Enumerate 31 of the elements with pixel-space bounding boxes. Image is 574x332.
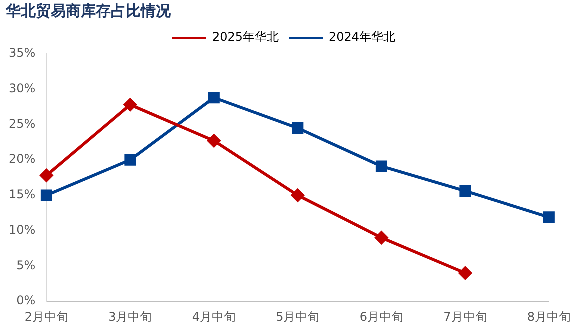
x-tick-label: 7月中旬 xyxy=(444,310,488,324)
point xyxy=(124,98,137,112)
x-tick-label: 8月中旬 xyxy=(527,310,572,324)
point xyxy=(292,122,304,134)
y-tick-label: 35% xyxy=(9,46,36,60)
y-tick-label: 30% xyxy=(9,81,36,96)
x-tick-label: 6月中旬 xyxy=(360,310,404,324)
point xyxy=(375,231,388,244)
point xyxy=(291,188,304,202)
legend-label: 2024年华北 xyxy=(329,30,396,44)
point xyxy=(124,154,136,166)
y-tick-label: 15% xyxy=(9,188,36,202)
y-tick-label: 20% xyxy=(9,152,36,166)
x-tick-label: 2月中旬 xyxy=(24,310,68,324)
point xyxy=(460,186,472,197)
point xyxy=(40,169,54,182)
y-tick-label: 10% xyxy=(9,222,36,237)
point xyxy=(543,212,555,224)
y-tick-label: 0% xyxy=(16,294,36,308)
x-tick-label: 3月中旬 xyxy=(108,310,152,324)
x-tick-label: 4月中旬 xyxy=(192,310,236,324)
point xyxy=(208,134,221,148)
x-tick-label: 5月中旬 xyxy=(276,310,320,324)
point xyxy=(376,160,388,172)
point xyxy=(458,266,472,280)
legend-label: 2025年华北 xyxy=(212,30,280,44)
y-tick-label: 5% xyxy=(16,258,36,272)
y-tick-label: 25% xyxy=(9,116,36,131)
point xyxy=(40,190,52,202)
point xyxy=(208,92,220,104)
chart-title: 华北贸易商库存占比情况 xyxy=(6,2,171,21)
